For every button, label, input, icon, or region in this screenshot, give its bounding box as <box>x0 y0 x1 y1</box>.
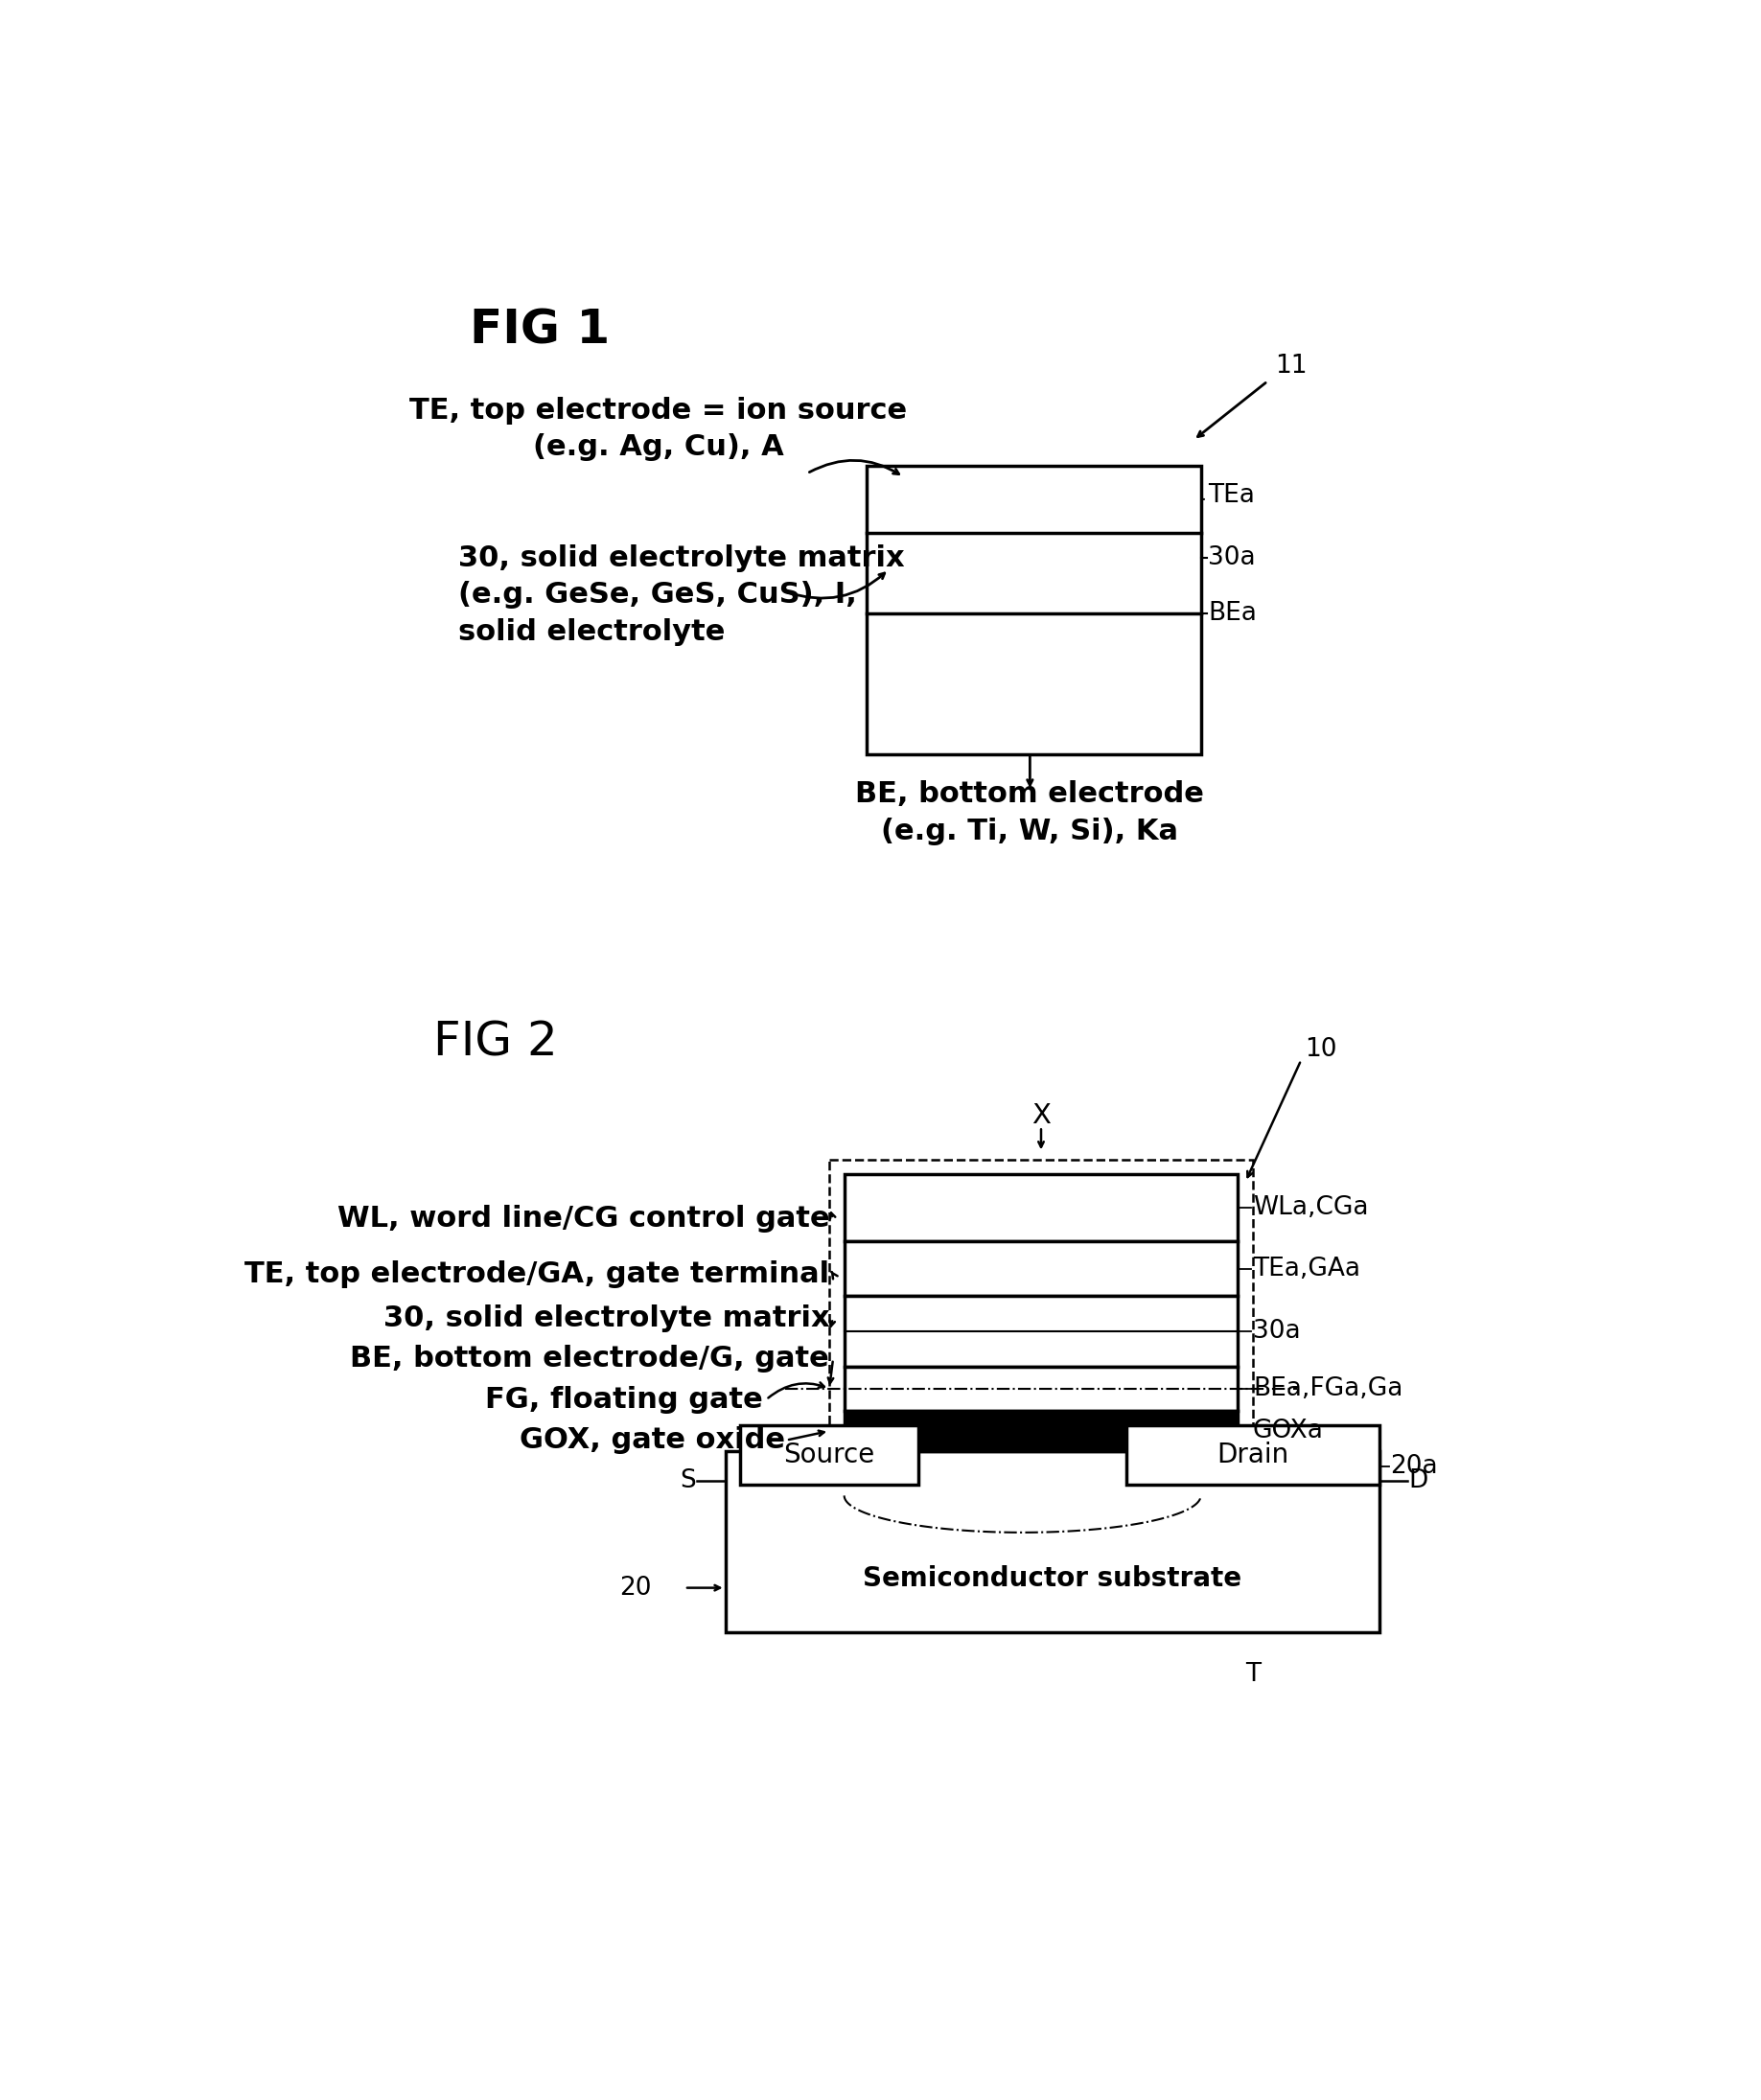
Bar <box>844 1174 1238 1241</box>
Text: S: S <box>680 1468 696 1493</box>
Text: solid electrolyte: solid electrolyte <box>458 617 726 647</box>
Bar <box>726 1451 1379 1632</box>
Text: FIG 1: FIG 1 <box>470 307 609 353</box>
Bar <box>844 1411 1238 1451</box>
Text: GOXa: GOXa <box>1252 1418 1324 1443</box>
Text: X: X <box>1032 1102 1051 1130</box>
Text: 30, solid electrolyte matrix: 30, solid electrolyte matrix <box>458 544 903 571</box>
Bar <box>1127 1426 1379 1485</box>
Text: 11: 11 <box>1275 355 1307 378</box>
Text: (e.g. Ti, W, Si), Ka: (e.g. Ti, W, Si), Ka <box>880 817 1178 844</box>
Bar <box>844 1367 1238 1411</box>
Text: 30, solid electrolyte matrix: 30, solid electrolyte matrix <box>382 1304 829 1331</box>
Text: T: T <box>1245 1661 1261 1686</box>
Text: 20: 20 <box>618 1575 652 1600</box>
Text: WL, word line/CG control gate: WL, word line/CG control gate <box>336 1205 829 1233</box>
Text: FIG 2: FIG 2 <box>433 1018 556 1065</box>
Bar <box>740 1426 919 1485</box>
Text: TE, top electrode/GA, gate terminal: TE, top electrode/GA, gate terminal <box>245 1260 829 1287</box>
Bar <box>866 466 1201 754</box>
Text: WLa,CGa: WLa,CGa <box>1252 1195 1368 1220</box>
Text: Drain: Drain <box>1217 1441 1289 1468</box>
Text: Source: Source <box>784 1441 875 1468</box>
Text: 30a: 30a <box>1208 546 1256 571</box>
Text: GOX, gate oxide: GOX, gate oxide <box>519 1426 785 1453</box>
Text: BE, bottom electrode/G, gate: BE, bottom electrode/G, gate <box>350 1346 829 1373</box>
Text: TEa: TEa <box>1208 483 1256 508</box>
Text: TE, top electrode = ion source: TE, top electrode = ion source <box>410 397 907 424</box>
Text: Semiconductor substrate: Semiconductor substrate <box>863 1564 1242 1592</box>
Text: BEa: BEa <box>1208 601 1257 626</box>
Text: K: K <box>1014 1415 1030 1441</box>
Text: D: D <box>1409 1468 1428 1493</box>
Text: (e.g. GeSe, GeS, CuS), I,: (e.g. GeSe, GeS, CuS), I, <box>458 582 856 609</box>
Text: (e.g. Ag, Cu), A: (e.g. Ag, Cu), A <box>534 435 784 462</box>
Text: TEa,GAa: TEa,GAa <box>1252 1256 1359 1281</box>
Text: 30a: 30a <box>1252 1319 1300 1344</box>
Bar <box>829 1159 1252 1460</box>
Bar <box>844 1241 1238 1296</box>
Text: 10: 10 <box>1305 1037 1337 1061</box>
Text: BEa,FGa,Ga: BEa,FGa,Ga <box>1252 1376 1404 1401</box>
Text: BE, bottom electrode: BE, bottom electrode <box>856 781 1205 809</box>
Text: 20a: 20a <box>1389 1453 1437 1478</box>
Bar <box>844 1296 1238 1367</box>
Text: FG, floating gate: FG, floating gate <box>484 1386 763 1413</box>
